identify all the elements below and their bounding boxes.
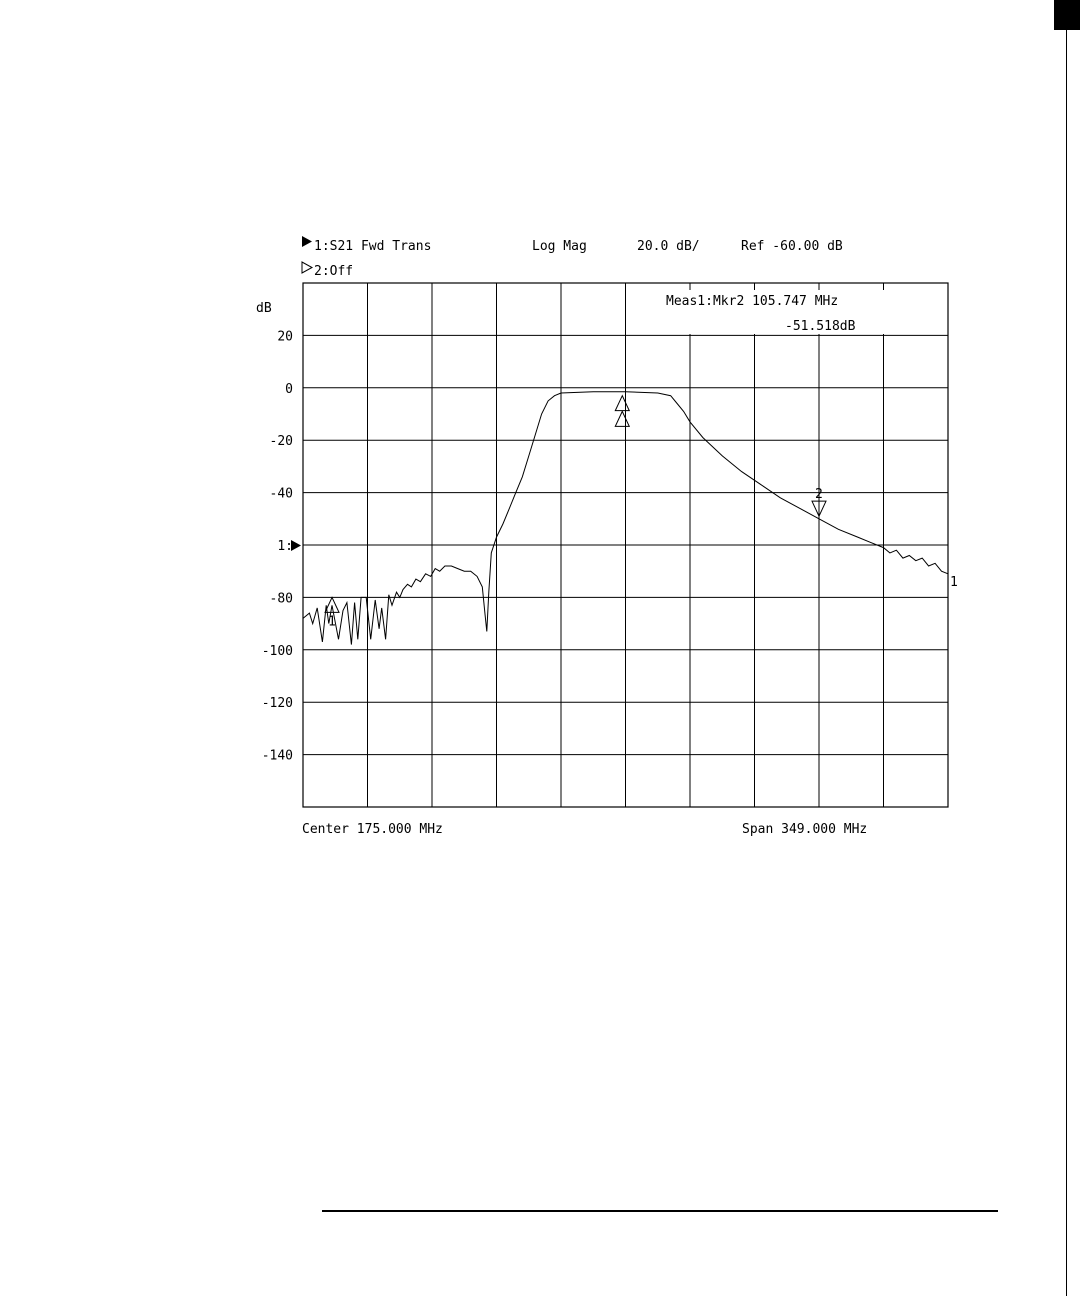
trace2-label: 2:Off bbox=[314, 264, 353, 279]
plot-grid bbox=[303, 283, 948, 807]
footer-rule bbox=[322, 1210, 998, 1212]
y-axis-title: dB bbox=[256, 301, 272, 316]
trace-end-label: 1 bbox=[950, 575, 958, 590]
marker-triangle-icon bbox=[811, 500, 827, 518]
y-tick-label: -80 bbox=[270, 591, 293, 606]
y-tick-label: -20 bbox=[270, 434, 293, 449]
y-tick-label: -140 bbox=[262, 749, 293, 764]
y-tick-label: 0 bbox=[285, 382, 293, 397]
y-tick-label: 1: bbox=[277, 539, 293, 554]
marker-readout-background bbox=[662, 290, 894, 334]
marker-triangle-icon bbox=[324, 596, 340, 613]
marker-triangle-icon bbox=[614, 394, 631, 412]
y-tick-label: 20 bbox=[277, 329, 293, 344]
y-tick-label: -40 bbox=[270, 487, 293, 502]
marker-label: 1 bbox=[328, 614, 336, 629]
active-trace-arrow-icon bbox=[302, 236, 312, 247]
trace1-label: 1:S21 Fwd Trans bbox=[314, 239, 431, 254]
y-tick-labels: 20 0 -20 -40 1: -80 -100 -120 -140 bbox=[262, 329, 293, 763]
inactive-trace-arrow-icon bbox=[301, 261, 314, 274]
marker-readout-line2: -51.518dB bbox=[785, 319, 856, 334]
center-frequency-label: Center 175.000 MHz bbox=[302, 822, 443, 837]
marker-triangle-icon bbox=[614, 410, 631, 427]
plot-frame bbox=[302, 282, 949, 808]
trace-line bbox=[302, 391, 949, 645]
reference-position-arrow-icon bbox=[291, 540, 301, 551]
marker-label: 2 bbox=[815, 487, 823, 502]
reference-label: Ref -60.00 dB bbox=[741, 239, 843, 254]
span-label: Span 349.000 MHz bbox=[742, 822, 867, 837]
format-label: Log Mag bbox=[532, 239, 587, 254]
marker-layer: 12 bbox=[324, 394, 827, 629]
y-tick-label: -100 bbox=[262, 644, 293, 659]
page-edge-tab bbox=[1054, 0, 1080, 1296]
y-tick-label: -120 bbox=[262, 696, 293, 711]
marker-readout-line1: Meas1:Mkr2 105.747 MHz bbox=[666, 294, 838, 309]
trace-layer: 1 bbox=[302, 391, 958, 645]
scale-label: 20.0 dB/ bbox=[637, 239, 700, 254]
